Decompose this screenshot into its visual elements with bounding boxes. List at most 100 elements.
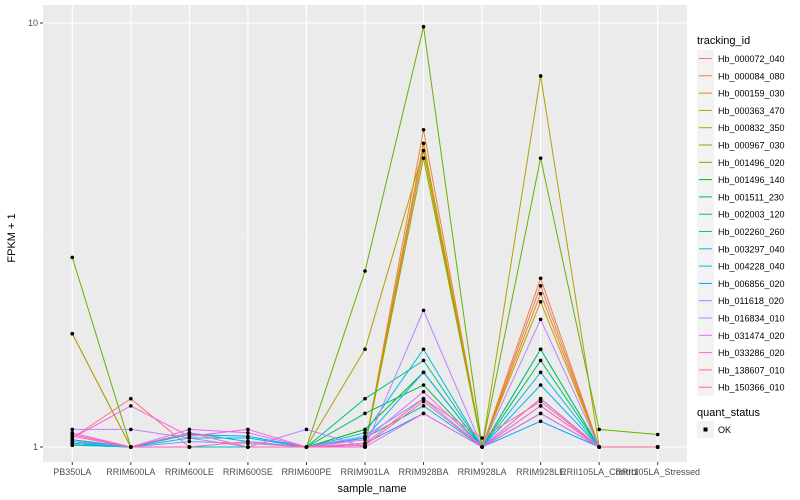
data-point: [187, 431, 192, 435]
data-point: [597, 445, 601, 449]
data-point: [421, 308, 426, 313]
legend-label: Hb_000072_040: [718, 54, 785, 64]
legend-item: Hb_016834_010: [697, 309, 785, 327]
data-point: [421, 411, 426, 416]
legend-item: Hb_001496_140: [697, 171, 785, 189]
legend-label: Hb_000832_350: [718, 123, 785, 133]
data-point: [421, 127, 426, 132]
data-point: [421, 24, 426, 29]
data-point: [538, 370, 543, 375]
data-point: [246, 439, 250, 444]
data-point: [538, 347, 543, 352]
legend-label: Hb_000363_470: [718, 106, 785, 116]
data-point: [363, 431, 367, 435]
legend-item: Hb_000967_030: [697, 136, 785, 154]
y-tick-label: 1: [33, 442, 38, 452]
x-tick-label: RRII105LA_Control: [560, 467, 638, 477]
x-tick-label: PB350LA: [53, 467, 91, 477]
legend-shape-title: quant_status: [697, 407, 760, 419]
data-point: [187, 439, 192, 444]
legend-item: Hb_004228_040: [697, 257, 785, 275]
data-point: [538, 300, 543, 304]
legend-label: Hb_000967_030: [718, 141, 785, 151]
data-point: [304, 427, 309, 432]
data-point: [538, 396, 543, 401]
data-point: [480, 445, 484, 449]
legend-item: Hb_138607_010: [697, 361, 785, 379]
data-point: [304, 445, 309, 449]
data-point: [421, 370, 426, 375]
legend-label: Hb_001496_140: [718, 175, 785, 185]
data-point: [538, 291, 543, 296]
legend-item: Hb_002260_260: [697, 223, 785, 240]
legend-item: Hb_000072_040: [697, 50, 785, 67]
data-point: [421, 389, 426, 394]
legend-shape-item: OK: [697, 421, 731, 438]
legend-item: Hb_000832_350: [697, 119, 785, 137]
legend-label: Hb_002003_120: [718, 210, 785, 220]
legend-label: Hb_031474_020: [718, 331, 785, 341]
data-point: [421, 396, 426, 401]
legend-label: Hb_033286_020: [718, 348, 785, 358]
legend-item: Hb_031474_020: [697, 326, 785, 344]
legend-item: Hb_000084_080: [697, 67, 785, 85]
data-point: [187, 434, 192, 439]
data-point: [187, 427, 192, 432]
data-point: [597, 427, 601, 432]
x-axis-title: sample_name: [337, 483, 406, 495]
x-tick-label: RRIM600SE: [223, 467, 273, 477]
y-axis: 1 10: [28, 18, 43, 452]
data-point: [70, 432, 75, 437]
x-axis: PB350LA RRIM600LA RRIM600LE RRIM600SE RRIM60…: [53, 462, 700, 477]
x-tick-label: RRIM600LE: [165, 467, 214, 477]
data-point: [70, 331, 75, 336]
x-tick-label: RRIM928LA: [458, 467, 507, 477]
legend-item: Hb_002003_120: [697, 205, 785, 223]
x-tick-label: RRIM600PE: [281, 467, 331, 477]
legend-key-point: [703, 427, 708, 432]
legend-label: Hb_002260_260: [718, 227, 785, 237]
data-point: [421, 358, 426, 363]
data-point: [246, 431, 250, 435]
data-point: [421, 156, 426, 160]
x-tick-label: RRII105LA_Stressed: [615, 467, 700, 477]
x-tick-label: RRIM600LA: [106, 467, 155, 477]
data-point: [70, 439, 75, 444]
data-point: [538, 317, 543, 322]
x-tick-label: RRIM928LE: [516, 467, 565, 477]
legend: tracking_id quant_status Hb_000072_040 Hb…: [697, 35, 785, 438]
data-point: [538, 156, 543, 160]
x-tick-label: RRIM928BA: [399, 467, 449, 477]
legend-label: OK: [718, 425, 731, 435]
data-point: [655, 445, 660, 449]
data-point: [246, 427, 250, 432]
data-point: [538, 276, 543, 281]
data-point: [421, 347, 426, 352]
data-point: [538, 411, 543, 416]
legend-item: Hb_006856_020: [697, 274, 785, 292]
data-point: [246, 434, 250, 439]
data-point: [129, 396, 133, 401]
legend-item: Hb_003297_040: [697, 240, 785, 258]
data-point: [363, 411, 367, 416]
data-point: [421, 399, 426, 404]
data-point: [129, 445, 133, 449]
data-point: [70, 427, 75, 432]
data-point: [538, 283, 543, 288]
data-point: [538, 383, 543, 387]
legend-label: Hb_006856_020: [718, 279, 785, 289]
data-point: [655, 432, 660, 437]
data-point: [187, 445, 192, 449]
data-point: [538, 399, 543, 404]
data-point: [363, 437, 367, 442]
legend-label: Hb_001511_230: [718, 192, 784, 202]
legend-item: Hb_000363_470: [697, 101, 785, 119]
legend-item: Hb_001496_020: [697, 153, 785, 171]
legend-color-title: tracking_id: [697, 35, 750, 47]
legend-label: Hb_150366_010: [718, 383, 785, 393]
data-point: [538, 419, 543, 424]
legend-label: Hb_004228_040: [718, 262, 785, 272]
legend-item: Hb_001511_230: [697, 188, 784, 206]
legend-label: Hb_000084_080: [718, 71, 785, 81]
data-point: [538, 358, 543, 363]
